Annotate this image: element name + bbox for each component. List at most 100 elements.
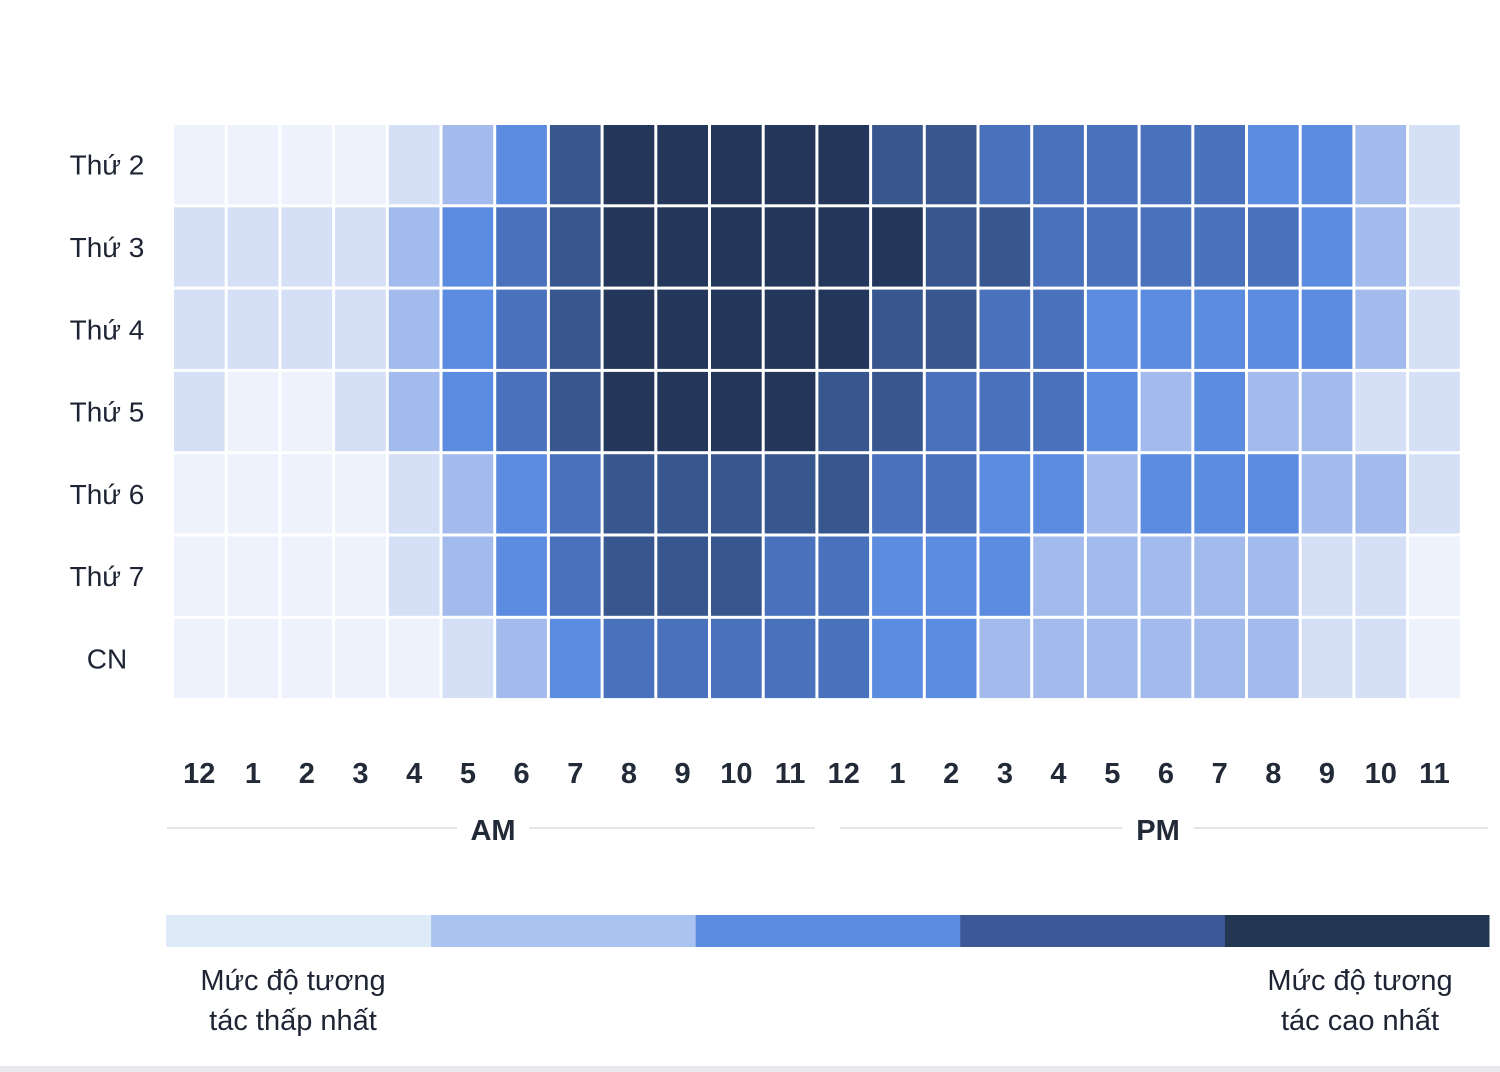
day-label: Thứ 6 [70, 479, 145, 510]
heatmap-cell [388, 207, 440, 287]
day-label: Thứ 4 [70, 314, 145, 345]
heatmap-cell [1194, 454, 1245, 534]
heatmap-cell [1033, 207, 1084, 287]
hour-labels: 12 1 2 3 4 5 6 7 8 9 10 11 12 1 2 3 4 5 6 7 8 9 10 11 [183, 758, 1450, 790]
heatmap-cell [925, 207, 977, 287]
heatmap-cell [818, 536, 870, 616]
heatmap-cell [442, 454, 494, 534]
heatmap-cell [872, 536, 923, 616]
heatmap-cell [549, 125, 601, 205]
heatmap-cell [388, 454, 440, 534]
hour-label: 2 [299, 758, 315, 790]
heatmap-cell [281, 289, 333, 369]
heatmap-cell [1409, 207, 1460, 287]
heatmap-cell [174, 125, 225, 205]
heatmap-cell [1301, 125, 1353, 205]
heatmap-cell [281, 125, 333, 205]
day-label: Thứ 2 [70, 150, 145, 181]
heatmap-cell [496, 536, 547, 616]
heatmap-cell [1248, 618, 1299, 699]
heatmap-cell [657, 125, 708, 205]
heatmap-cells [174, 125, 1460, 699]
heatmap-cell [764, 454, 816, 534]
heatmap-cell [1301, 371, 1353, 452]
legend-high-label-line2: tác cao nhất [1281, 1005, 1439, 1037]
legend-swatch [166, 915, 432, 947]
hour-label: 1 [245, 758, 261, 790]
day-label: Thứ 7 [70, 561, 145, 592]
hour-label: 3 [352, 758, 368, 790]
heatmap-cell [872, 207, 923, 287]
hour-label: 9 [675, 758, 691, 790]
heatmap-cell [818, 618, 870, 699]
legend-high-label-line1: Mức độ tương [1267, 965, 1452, 997]
legend-low-label-line2: tác thấp nhất [209, 1005, 377, 1037]
heatmap-cell [549, 207, 601, 287]
heatmap-cell [1033, 454, 1084, 534]
day-label: Thứ 3 [70, 232, 145, 263]
heatmap-cell [335, 371, 386, 452]
heatmap-cell [496, 289, 547, 369]
heatmap-cell [979, 618, 1031, 699]
heatmap-cell [657, 371, 708, 452]
legend-swatch [695, 915, 961, 947]
heatmap-cell [818, 289, 870, 369]
heatmap-cell [496, 618, 547, 699]
heatmap-cell [711, 536, 762, 616]
heatmap-cell [979, 289, 1031, 369]
hour-label: 11 [775, 758, 806, 790]
heatmap-cell [818, 125, 870, 205]
heatmap-cell [335, 618, 386, 699]
hour-label: 5 [1104, 758, 1120, 790]
heatmap-cell [388, 371, 440, 452]
heatmap-cell [388, 536, 440, 616]
heatmap-cell [281, 454, 333, 534]
hour-label: 8 [1265, 758, 1281, 790]
heatmap-cell [1355, 125, 1407, 205]
heatmap-cell [603, 536, 655, 616]
heatmap-cell [979, 125, 1031, 205]
color-legend: Mức độ tương tác thấp nhất Mức độ tương … [166, 915, 1490, 1037]
heatmap-cell [335, 207, 386, 287]
heatmap-cell [1033, 618, 1084, 699]
heatmap-cell [335, 536, 386, 616]
hour-label: 12 [828, 758, 860, 790]
heatmap-cell [227, 536, 279, 616]
heatmap-cell [549, 454, 601, 534]
heatmap-cell [925, 536, 977, 616]
heatmap-cell [818, 371, 870, 452]
heatmap-cell [174, 371, 225, 452]
heatmap-cell [174, 207, 225, 287]
heatmap-cell [1194, 289, 1245, 369]
hour-label: 6 [1158, 758, 1174, 790]
heatmap-cell [872, 618, 923, 699]
hour-label: 7 [1212, 758, 1228, 790]
heatmap-cell [979, 371, 1031, 452]
heatmap-cell [549, 536, 601, 616]
legend-swatch [959, 915, 1225, 947]
heatmap-cell [496, 207, 547, 287]
heatmap-cell [1355, 289, 1407, 369]
heatmap-cell [1140, 536, 1192, 616]
heatmap-cell [657, 536, 708, 616]
heatmap-cell [442, 125, 494, 205]
heatmap-cell [764, 371, 816, 452]
heatmap-cell [1086, 454, 1138, 534]
heatmap-cell [1301, 454, 1353, 534]
heatmap-cell [388, 289, 440, 369]
hour-label: 5 [460, 758, 476, 790]
day-labels: Thứ 2 Thứ 3 Thứ 4 Thứ 5 Thứ 6 Thứ 7 CN [70, 150, 145, 675]
heatmap-cell [1301, 289, 1353, 369]
heatmap-cell [1140, 454, 1192, 534]
heatmap-cell [1140, 207, 1192, 287]
heatmap-cell [764, 618, 816, 699]
heatmap-cell [764, 289, 816, 369]
heatmap-cell [496, 125, 547, 205]
heatmap-cell [442, 371, 494, 452]
heatmap-cell [549, 618, 601, 699]
heatmap-cell [1355, 454, 1407, 534]
heatmap-cell [1194, 536, 1245, 616]
heatmap-cell [603, 289, 655, 369]
